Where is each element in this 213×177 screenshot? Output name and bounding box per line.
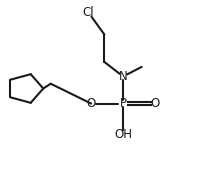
Text: N: N bbox=[119, 70, 128, 83]
Text: Cl: Cl bbox=[83, 6, 94, 19]
Text: P: P bbox=[120, 97, 127, 110]
Text: OH: OH bbox=[114, 128, 132, 141]
Text: O: O bbox=[86, 97, 96, 110]
Text: O: O bbox=[151, 97, 160, 110]
